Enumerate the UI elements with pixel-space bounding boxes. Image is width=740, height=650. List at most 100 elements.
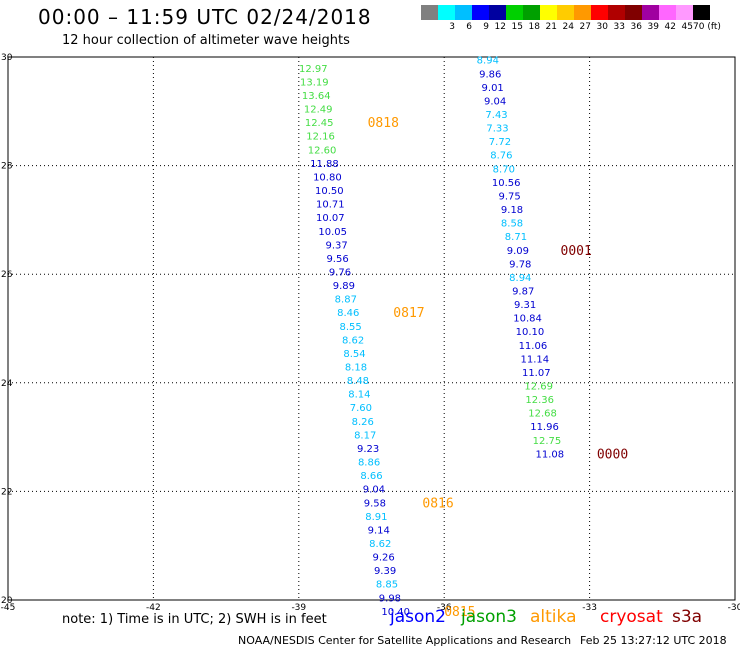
map-subtitle: 12 hour collection of altimeter wave hei…	[62, 33, 350, 48]
footer-credit: NOAA/NESDIS Center for Satellite Applica…	[238, 634, 572, 647]
jason2-swh-label: 9.14	[368, 525, 390, 536]
jason2-swh-label: 10.05	[318, 227, 347, 238]
y-tick-label: 22	[1, 487, 12, 497]
jason3-swh-label: 11.08	[536, 449, 565, 460]
color-scale-label: 70 (ft)	[693, 22, 721, 32]
jason3-swh-label: 7.33	[486, 124, 508, 135]
jason3-swh-label: 7.43	[485, 110, 507, 121]
jason2-swh-label: 8.87	[335, 295, 357, 306]
jason3-swh-label: 10.10	[516, 327, 545, 338]
color-swatch	[659, 5, 676, 20]
jason3-swh-label: 9.01	[482, 83, 504, 94]
time-label: 0815	[444, 605, 475, 620]
color-scale-label: 9	[483, 22, 489, 32]
jason2-swh-label: 9.26	[372, 553, 394, 564]
jason2-swh-label: 7.60	[350, 403, 372, 414]
jason2-swh-label: 8.26	[352, 417, 374, 428]
jason3-swh-label: 8.94	[509, 273, 531, 284]
jason2-swh-label: 10.80	[313, 172, 342, 183]
jason2-swh-label: 12.97	[299, 64, 328, 75]
x-tick-label: -39	[291, 603, 306, 613]
legend-jason2: jason2	[390, 607, 446, 627]
time-label: 0001	[561, 244, 592, 259]
color-scale-label: 6	[466, 22, 472, 32]
jason3-swh-label: 9.04	[484, 96, 506, 107]
jason3-swh-label: 7.72	[489, 137, 511, 148]
color-swatch	[438, 5, 455, 20]
color-scale-bar	[421, 5, 710, 20]
color-swatch	[455, 5, 472, 20]
jason2-swh-label: 9.23	[357, 444, 379, 455]
x-tick-label: -33	[582, 603, 597, 613]
time-label: 0817	[393, 306, 424, 321]
y-tick-label: 26	[1, 270, 13, 280]
color-scale-label: 27	[579, 22, 591, 32]
x-tick-label: -30	[728, 603, 740, 613]
color-swatch	[574, 5, 591, 20]
time-label: 0818	[368, 116, 399, 131]
color-scale-label: 18	[528, 22, 540, 32]
color-swatch	[693, 5, 710, 20]
jason2-swh-label: 10.07	[316, 213, 345, 224]
jason3-swh-label: 11.96	[530, 422, 559, 433]
jason3-swh-label: 11.06	[519, 341, 548, 352]
jason2-swh-label: 8.14	[348, 390, 370, 401]
jason2-swh-label: 8.17	[354, 430, 376, 441]
color-swatch	[608, 5, 625, 20]
color-swatch	[523, 5, 540, 20]
color-swatch	[421, 5, 438, 20]
jason3-swh-label: 9.09	[507, 246, 529, 257]
color-swatch	[472, 5, 489, 20]
jason2-swh-label: 9.39	[374, 566, 396, 577]
jason2-swh-label: 8.86	[358, 458, 380, 469]
jason2-swh-label: 9.37	[325, 240, 347, 251]
jason2-swh-label: 13.64	[302, 91, 331, 102]
color-swatch	[489, 5, 506, 20]
jason3-swh-label: 8.70	[493, 164, 515, 175]
legend-cryosat: cryosat	[600, 607, 663, 627]
color-swatch	[557, 5, 574, 20]
x-tick-label: -42	[146, 603, 161, 613]
jason3-swh-label: 9.87	[512, 286, 534, 297]
jason2-swh-label: 13.19	[300, 77, 329, 88]
color-scale-label: 3	[449, 22, 455, 32]
y-tick-label: 20	[1, 596, 13, 606]
color-scale-label: 45	[681, 22, 693, 32]
time-label: 0816	[422, 496, 453, 511]
jason2-swh-label: 8.62	[369, 539, 391, 550]
jason3-swh-label: 10.84	[513, 314, 542, 325]
jason2-swh-label: 8.62	[342, 335, 364, 346]
jason2-swh-label: 9.89	[333, 281, 355, 292]
jason2-swh-label: 9.76	[329, 267, 351, 278]
jason2-swh-label: 8.66	[360, 471, 382, 482]
jason2-swh-label: 10.50	[315, 186, 344, 197]
jason2-swh-label: 12.45	[305, 118, 334, 129]
jason2-swh-label: 8.55	[340, 322, 362, 333]
legend-altika: altika	[530, 607, 577, 627]
color-swatch	[625, 5, 642, 20]
jason3-swh-label: 8.76	[490, 151, 512, 162]
jason3-swh-label: 12.75	[533, 436, 562, 447]
color-scale-label: 12	[494, 22, 506, 32]
jason3-swh-label: 9.86	[479, 69, 501, 80]
color-scale-label: 39	[647, 22, 659, 32]
legend-s3a: s3a	[672, 607, 703, 627]
jason3-swh-label: 11.07	[522, 368, 551, 379]
color-scale-label: 36	[630, 22, 642, 32]
color-scale-label: 24	[562, 22, 574, 32]
jason2-swh-label: 12.49	[304, 105, 333, 116]
color-swatch	[506, 5, 523, 20]
legend-jason3: jason3	[461, 607, 517, 627]
y-tick-label: 28	[1, 162, 13, 172]
color-scale-label: 33	[613, 22, 625, 32]
jason3-swh-label: 12.36	[525, 395, 554, 406]
jason2-swh-label: 8.18	[345, 363, 367, 374]
jason2-swh-label: 12.16	[306, 132, 335, 143]
jason3-swh-label: 11.14	[521, 354, 550, 365]
color-scale-label: 30	[596, 22, 608, 32]
note-text: note: 1) Time is in UTC; 2) SWH is in fe…	[62, 612, 327, 627]
jason3-swh-label: 9.31	[514, 300, 536, 311]
jason3-swh-label: 12.69	[524, 382, 553, 393]
map-frame	[7, 56, 736, 601]
